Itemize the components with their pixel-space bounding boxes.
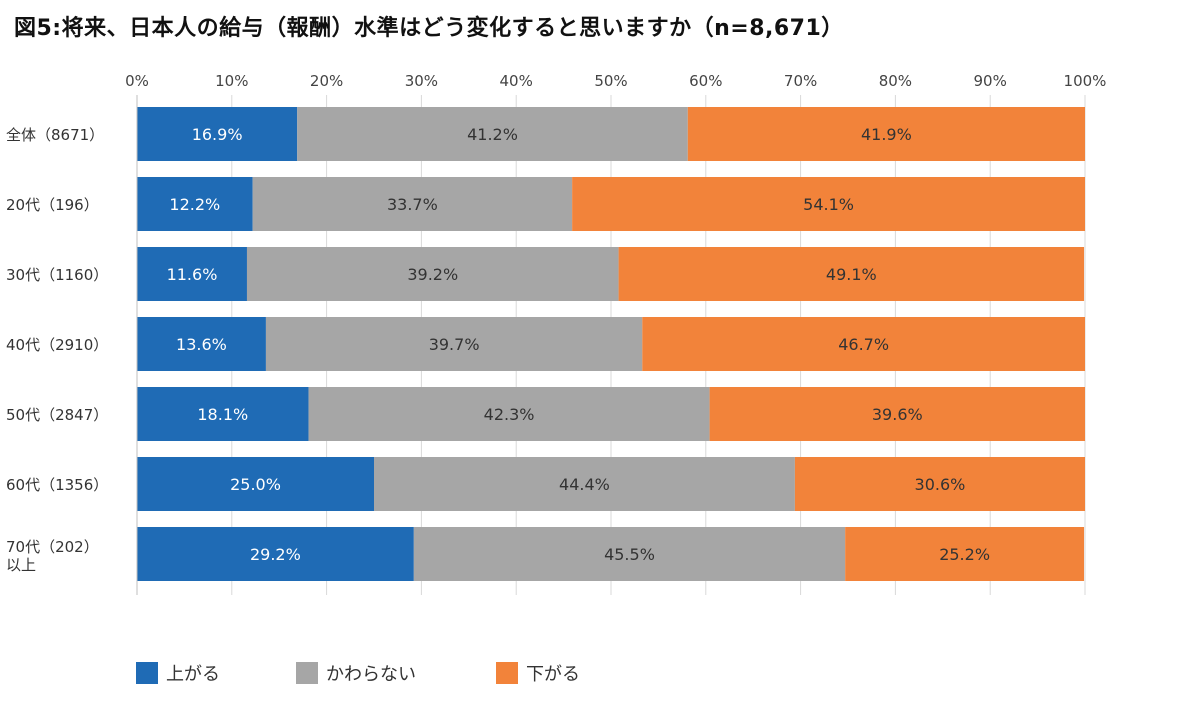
data-label: 16.9%	[192, 125, 243, 144]
x-tick-label: 80%	[879, 72, 912, 90]
bar-segment	[618, 247, 1085, 301]
bar-segment	[137, 107, 298, 161]
bar-segment	[137, 317, 266, 371]
data-label: 54.1%	[803, 195, 854, 214]
category-label: 30代（1160）	[6, 266, 108, 284]
bar-segment	[845, 527, 1085, 581]
data-label: 39.2%	[407, 265, 458, 284]
x-tick-label: 30%	[405, 72, 438, 90]
data-label: 25.2%	[939, 545, 990, 564]
legend-label-same: かわらない	[326, 664, 416, 685]
data-label: 11.6%	[167, 265, 218, 284]
data-label: 46.7%	[838, 335, 889, 354]
data-label: 39.6%	[872, 405, 923, 424]
category-label: 50代（2847）	[6, 406, 108, 424]
x-tick-label: 10%	[215, 72, 248, 90]
data-label: 18.1%	[197, 405, 248, 424]
bar-segment	[709, 387, 1085, 441]
x-tick-label: 90%	[974, 72, 1007, 90]
bar-segment	[413, 527, 846, 581]
x-tick-label: 70%	[784, 72, 817, 90]
data-label: 42.3%	[484, 405, 535, 424]
legend-swatch-up	[136, 662, 158, 684]
bar-segment	[687, 107, 1085, 161]
data-label: 30.6%	[915, 475, 966, 494]
legend-item-up: 上がる	[136, 660, 220, 686]
bar-segment	[265, 317, 643, 371]
data-label: 29.2%	[250, 545, 301, 564]
x-tick-label: 50%	[594, 72, 627, 90]
chart-legend: 上がる かわらない 下がる	[0, 660, 1200, 690]
data-label: 41.9%	[861, 125, 912, 144]
category-label: 60代（1356）	[6, 476, 108, 494]
x-tick-label: 0%	[125, 72, 149, 90]
data-label: 49.1%	[826, 265, 877, 284]
legend-swatch-down	[496, 662, 518, 684]
data-label: 25.0%	[230, 475, 281, 494]
category-label: 全体（8671）	[6, 126, 104, 144]
bar-segment	[572, 177, 1085, 231]
x-tick-label: 100%	[1064, 72, 1107, 90]
bar-segment	[794, 457, 1085, 511]
bar-segment	[297, 107, 688, 161]
bar-segment	[308, 387, 710, 441]
x-tick-label: 60%	[689, 72, 722, 90]
legend-label-down: 下がる	[526, 664, 580, 685]
bar-segment	[246, 247, 619, 301]
legend-item-down: 下がる	[496, 660, 580, 686]
data-label: 45.5%	[604, 545, 655, 564]
x-tick-label: 40%	[500, 72, 533, 90]
legend-swatch-same	[296, 662, 318, 684]
stacked-bar-chart: 0% 10% 20% 30% 40% 50% 60% 70% 80% 90% 100% 16.9% 41…	[6, 72, 1107, 595]
legend-label-up: 上がる	[166, 664, 220, 685]
bar-segment	[252, 177, 573, 231]
bar-segment	[137, 457, 374, 511]
data-label: 12.2%	[169, 195, 220, 214]
legend-item-same: かわらない	[296, 660, 416, 686]
data-label: 33.7%	[387, 195, 438, 214]
category-label: 20代（196）	[6, 196, 99, 214]
bar-segment	[642, 317, 1085, 371]
x-tick-label: 20%	[310, 72, 343, 90]
data-label: 13.6%	[176, 335, 227, 354]
category-label: 以上	[6, 556, 36, 574]
bar-segment	[137, 387, 309, 441]
category-label: 40代（2910）	[6, 336, 108, 354]
data-label: 41.2%	[467, 125, 518, 144]
bar-segment	[374, 457, 795, 511]
chart-title: 図5:将来、日本人の給与（報酬）水準はどう変化すると思いますか（n=8,671）	[14, 16, 844, 41]
data-label: 44.4%	[559, 475, 610, 494]
category-label: 70代（202）	[6, 538, 99, 556]
data-label: 39.7%	[429, 335, 480, 354]
bar-segment	[137, 177, 253, 231]
bar-segment	[137, 527, 414, 581]
bar-segment	[137, 247, 247, 301]
